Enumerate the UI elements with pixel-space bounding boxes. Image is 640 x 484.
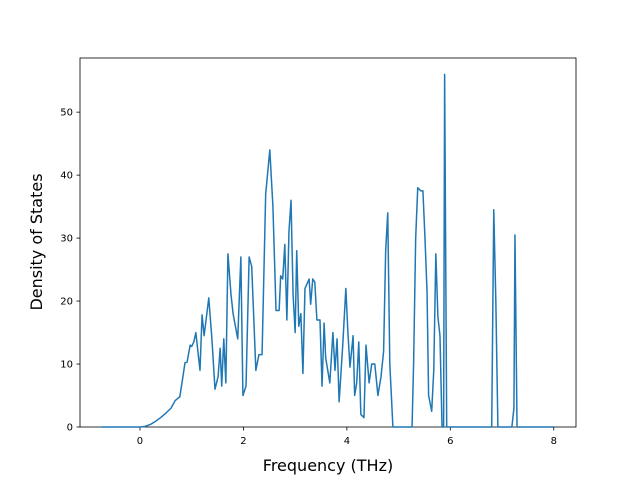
y-tick-label: 30 xyxy=(60,234,73,245)
y-tick-label: 20 xyxy=(60,297,73,308)
x-tick-label: 2 xyxy=(240,436,246,447)
x-tick-label: 6 xyxy=(447,436,453,447)
x-tick-label: 0 xyxy=(137,436,143,447)
x-axis-label: Frequency (THz) xyxy=(263,456,393,475)
plot-frame xyxy=(79,57,577,428)
y-tick-label: 40 xyxy=(60,171,73,182)
line-series xyxy=(101,73,554,428)
x-tick-label: 8 xyxy=(551,436,557,447)
y-tick-label: 10 xyxy=(60,360,73,371)
y-tick-label: 50 xyxy=(60,108,73,119)
x-tick-label: 4 xyxy=(344,436,350,447)
y-axis-label: Density of States xyxy=(27,173,46,310)
y-tick-label: 0 xyxy=(67,423,73,434)
